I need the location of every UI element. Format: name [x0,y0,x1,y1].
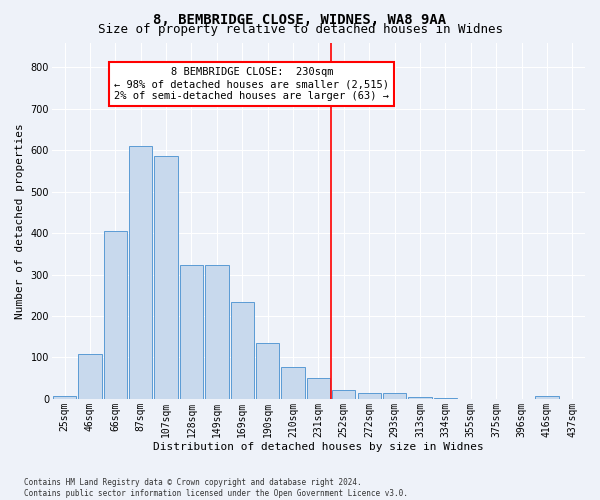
Text: 8 BEMBRIDGE CLOSE:  230sqm
← 98% of detached houses are smaller (2,515)
2% of se: 8 BEMBRIDGE CLOSE: 230sqm ← 98% of detac… [114,68,389,100]
Bar [383,392,406,399]
Bar [256,343,280,399]
Bar [154,156,178,399]
Bar [358,393,381,399]
Y-axis label: Number of detached properties: Number of detached properties [15,123,25,318]
Bar [307,378,330,399]
Bar [53,396,76,399]
Bar [332,390,355,399]
Bar [535,396,559,399]
Bar [78,354,101,399]
Text: Size of property relative to detached houses in Widnes: Size of property relative to detached ho… [97,22,503,36]
Bar [180,264,203,399]
Bar [230,302,254,399]
Bar [408,397,431,399]
Bar [205,264,229,399]
X-axis label: Distribution of detached houses by size in Widnes: Distribution of detached houses by size … [153,442,484,452]
Text: 8, BEMBRIDGE CLOSE, WIDNES, WA8 9AA: 8, BEMBRIDGE CLOSE, WIDNES, WA8 9AA [154,12,446,26]
Bar [281,366,305,399]
Bar [104,231,127,399]
Bar [129,146,152,399]
Bar [434,398,457,399]
Text: Contains HM Land Registry data © Crown copyright and database right 2024.
Contai: Contains HM Land Registry data © Crown c… [24,478,408,498]
